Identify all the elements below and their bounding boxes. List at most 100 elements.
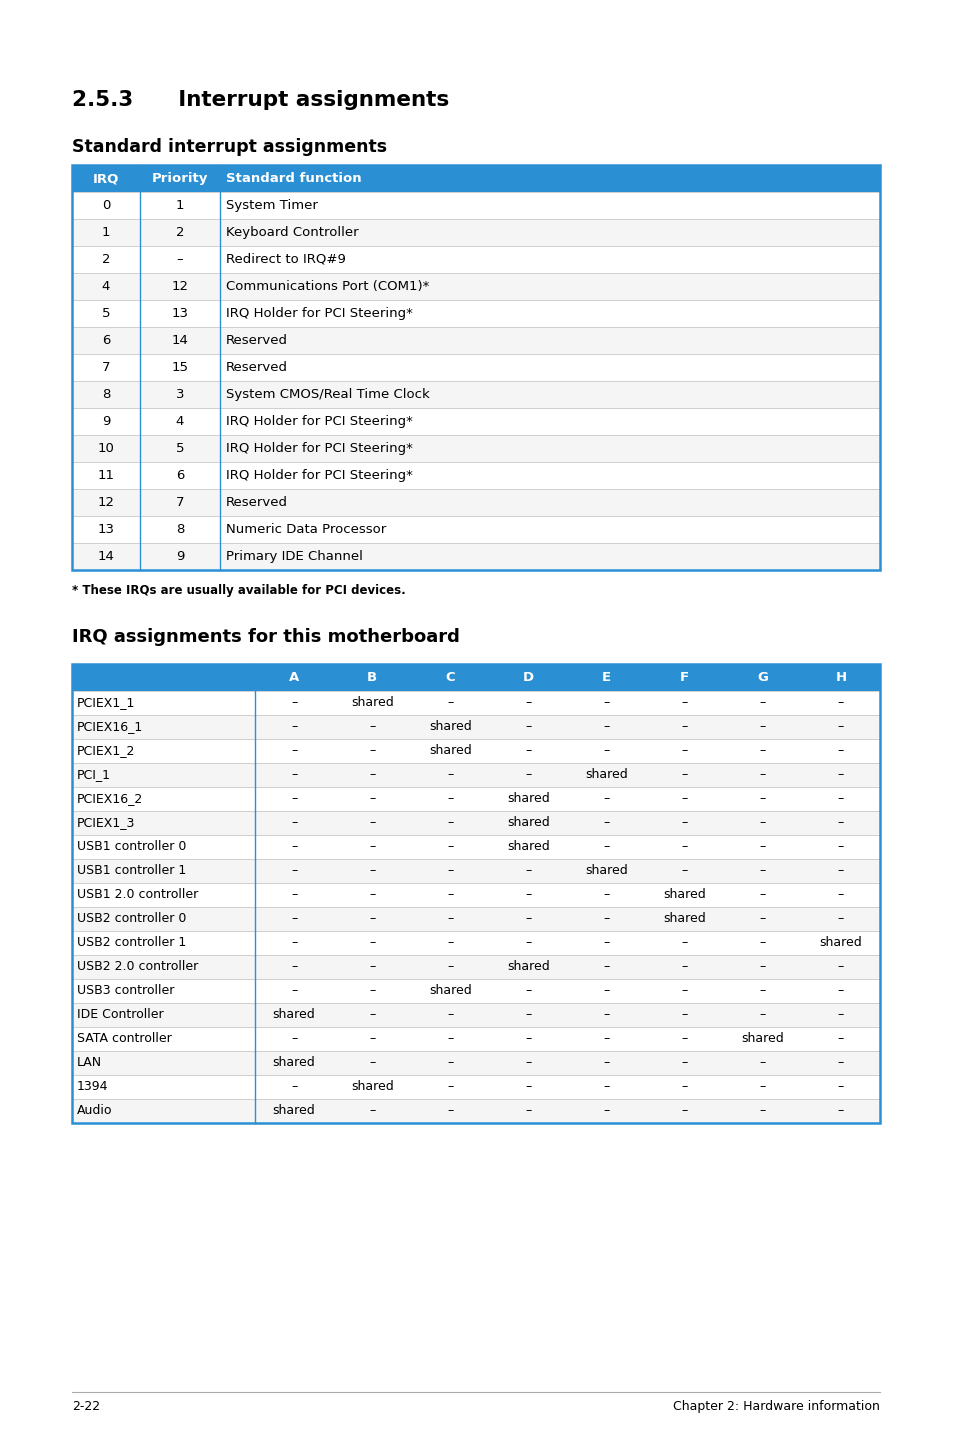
Text: –: – [291,864,297,877]
Text: shared: shared [819,936,862,949]
Text: PCI_1: PCI_1 [77,768,111,781]
Text: –: – [447,840,453,854]
Text: 14: 14 [172,334,189,347]
Text: –: – [680,696,687,709]
Text: 10: 10 [97,441,114,454]
Bar [71,301,879,326]
Text: Reserved: Reserved [226,334,288,347]
Text: 13: 13 [172,306,189,321]
Text: shared: shared [273,1104,315,1117]
Text: 14: 14 [97,549,114,564]
Text: –: – [759,961,765,974]
Text: USB1 controller 1: USB1 controller 1 [77,864,186,877]
Bar [71,1099,879,1123]
Text: –: – [680,985,687,998]
Text: A: A [289,672,299,684]
Text: –: – [759,840,765,854]
Text: –: – [369,1032,375,1045]
Text: –: – [447,1057,453,1070]
Bar [71,955,879,979]
Text: shared: shared [662,889,705,902]
Text: 6: 6 [175,469,184,482]
Text: –: – [837,817,843,830]
Text: –: – [603,840,609,854]
Bar [71,1002,879,1027]
Text: –: – [680,961,687,974]
Bar [71,664,879,692]
Text: –: – [837,1104,843,1117]
Text: PCIEX16_1: PCIEX16_1 [77,720,143,733]
Text: USB1 controller 0: USB1 controller 0 [77,840,186,854]
Bar [71,858,879,883]
Text: Reserved: Reserved [226,361,288,374]
Text: –: – [759,720,765,733]
Bar [71,664,879,1123]
Text: –: – [603,1057,609,1070]
Text: –: – [680,840,687,854]
Text: F: F [679,672,688,684]
Text: 2-22: 2-22 [71,1401,100,1414]
Bar [71,326,879,354]
Text: –: – [369,792,375,805]
Text: 4: 4 [102,280,111,293]
Text: –: – [291,889,297,902]
Text: Numeric Data Processor: Numeric Data Processor [226,523,386,536]
Bar [71,764,879,787]
Text: –: – [291,696,297,709]
Text: 12: 12 [172,280,189,293]
Text: 15: 15 [172,361,189,374]
Text: Standard function: Standard function [226,173,361,186]
Text: –: – [603,745,609,758]
Text: –: – [837,864,843,877]
Text: –: – [291,1080,297,1093]
Text: 1394: 1394 [77,1080,109,1093]
Text: E: E [601,672,611,684]
Text: –: – [525,1032,531,1045]
Text: –: – [525,768,531,781]
Text: –: – [291,768,297,781]
Text: –: – [837,840,843,854]
Text: –: – [680,1008,687,1021]
Text: –: – [603,1080,609,1093]
Text: –: – [603,913,609,926]
Bar [71,907,879,930]
Text: –: – [525,1080,531,1093]
Text: –: – [525,985,531,998]
Text: –: – [525,720,531,733]
Text: –: – [759,792,765,805]
Text: –: – [447,817,453,830]
Text: PCIEX16_2: PCIEX16_2 [77,792,143,805]
Text: –: – [369,1104,375,1117]
Text: –: – [837,985,843,998]
Text: –: – [369,985,375,998]
Text: –: – [680,936,687,949]
Text: –: – [603,985,609,998]
Text: USB3 controller: USB3 controller [77,985,174,998]
Text: 5: 5 [175,441,184,454]
Text: IRQ Holder for PCI Steering*: IRQ Holder for PCI Steering* [226,469,413,482]
Text: LAN: LAN [77,1057,102,1070]
Text: –: – [837,696,843,709]
Text: –: – [369,720,375,733]
Text: –: – [291,720,297,733]
Text: –: – [525,1008,531,1021]
Bar [71,354,879,381]
Text: shared: shared [740,1032,783,1045]
Text: –: – [759,864,765,877]
Text: –: – [291,1032,297,1045]
Text: SATA controller: SATA controller [77,1032,172,1045]
Bar [71,516,879,544]
Text: –: – [837,768,843,781]
Text: H: H [835,672,845,684]
Text: –: – [369,817,375,830]
Text: PCIEX1_1: PCIEX1_1 [77,696,135,709]
Text: –: – [447,1080,453,1093]
Text: System Timer: System Timer [226,198,317,211]
Text: 8: 8 [102,388,111,401]
Text: shared: shared [507,817,549,830]
Text: –: – [369,768,375,781]
Text: Chapter 2: Hardware information: Chapter 2: Hardware information [673,1401,879,1414]
Text: –: – [525,913,531,926]
Text: –: – [603,696,609,709]
Text: USB2 controller 1: USB2 controller 1 [77,936,186,949]
